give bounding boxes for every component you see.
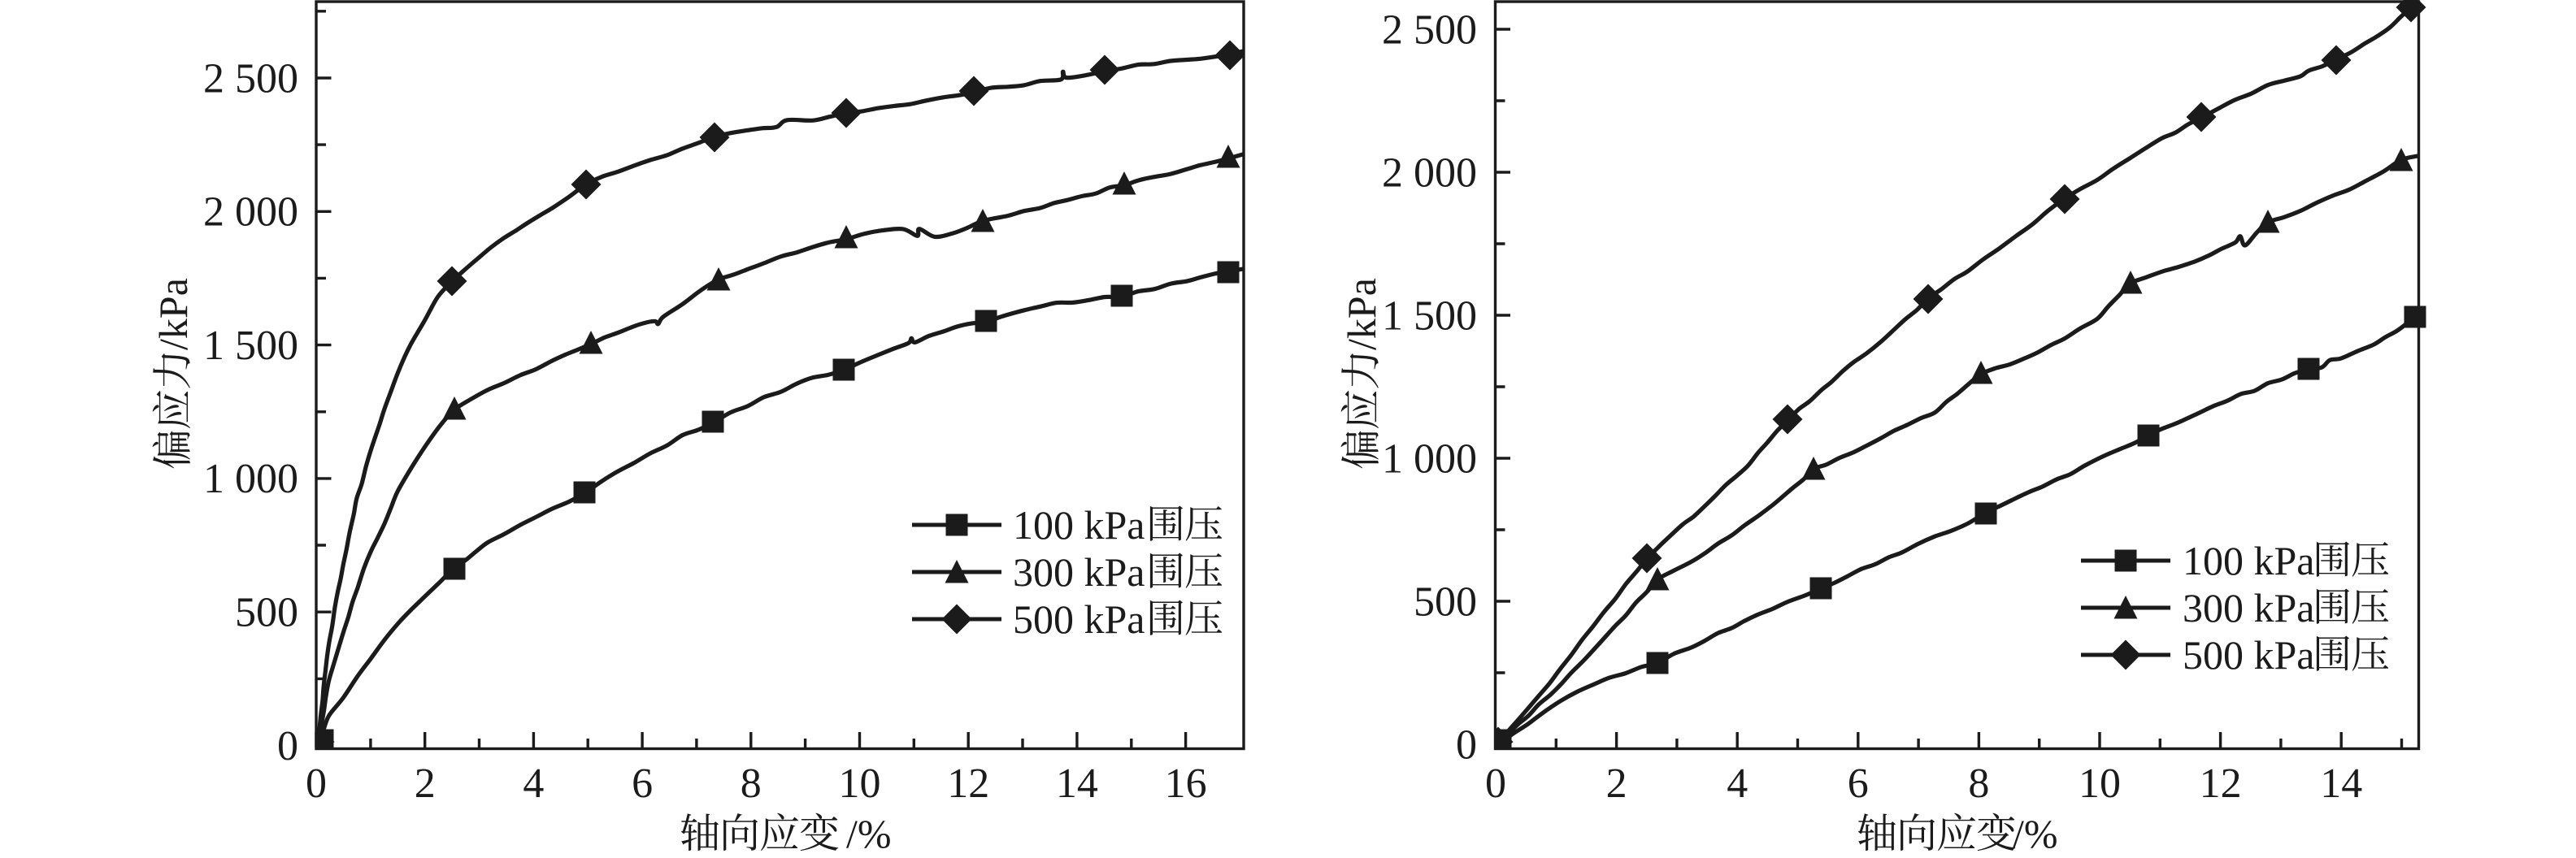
svg-text:14: 14: [1056, 760, 1098, 807]
svg-text:8: 8: [1968, 760, 1989, 807]
svg-text:0: 0: [277, 723, 298, 769]
svg-text:14: 14: [2320, 760, 2362, 807]
svg-text:2: 2: [1606, 760, 1627, 807]
svg-text:0: 0: [1485, 760, 1506, 807]
svg-text:300 kPa: 300 kPa: [1013, 549, 1145, 595]
svg-text:2 000: 2 000: [1382, 150, 1477, 196]
svg-text:4: 4: [523, 760, 544, 807]
svg-text:100 kPa: 100 kPa: [2183, 538, 2315, 583]
svg-text:4: 4: [1727, 760, 1748, 807]
svg-text:12: 12: [2200, 760, 2242, 807]
svg-text:500: 500: [1414, 578, 1477, 625]
svg-text:1 000: 1 000: [203, 456, 298, 502]
svg-text:6: 6: [1848, 760, 1869, 807]
svg-text:300 kPa: 300 kPa: [2183, 585, 2315, 630]
svg-text:/kPa: /kPa: [1339, 278, 1384, 350]
svg-text:2: 2: [415, 760, 436, 807]
svg-text:0: 0: [1456, 722, 1477, 768]
svg-text:/kPa: /kPa: [150, 278, 196, 350]
svg-text:2 500: 2 500: [203, 55, 298, 102]
svg-text:100 kPa: 100 kPa: [1013, 502, 1145, 548]
svg-text:1 500: 1 500: [1382, 292, 1477, 339]
svg-text:10: 10: [839, 760, 881, 807]
svg-text:500 kPa: 500 kPa: [1013, 596, 1145, 642]
svg-text:16: 16: [1165, 760, 1207, 807]
svg-text:2 500: 2 500: [1382, 6, 1477, 53]
svg-text:0: 0: [306, 760, 327, 807]
svg-text:1 000: 1 000: [1382, 436, 1477, 482]
svg-text:/%: /%: [2013, 811, 2058, 856]
svg-text:1 500: 1 500: [203, 323, 298, 369]
svg-text:500 kPa: 500 kPa: [2183, 632, 2315, 678]
svg-text:8: 8: [741, 760, 762, 807]
svg-text:6: 6: [632, 760, 653, 807]
svg-text:2 000: 2 000: [203, 189, 298, 236]
svg-text:/%: /%: [846, 811, 892, 856]
svg-text:12: 12: [947, 760, 989, 807]
svg-text:10: 10: [2079, 760, 2121, 807]
svg-text:500: 500: [235, 590, 298, 636]
